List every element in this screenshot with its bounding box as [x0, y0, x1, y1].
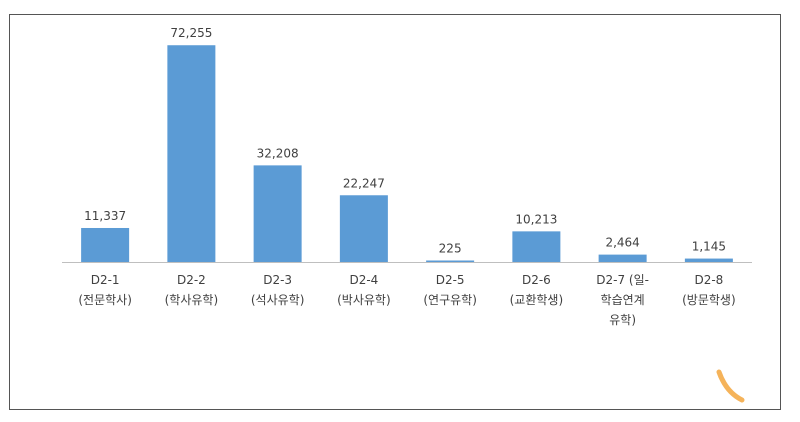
- category-label-4-line-2: (박사유학): [337, 293, 391, 307]
- data-label-8: 1,145: [692, 240, 726, 254]
- bar-5: [426, 260, 475, 262]
- category-label-2-line-1: D2-2: [177, 273, 206, 287]
- bar-8: [684, 258, 733, 262]
- bar-1: [81, 227, 130, 262]
- tick-labels-group: D2-1 (전문학사) D2-2 (학사유학) D2-3 (석사유학) D2-4 (박사유학)…: [78, 273, 735, 327]
- category-label-3-line-1: D2-3: [263, 273, 292, 287]
- data-label-4: 22,247: [343, 176, 385, 190]
- bar-4: [339, 195, 388, 262]
- category-label-5-line-1: D2-5: [436, 273, 465, 287]
- bar-2: [167, 45, 216, 262]
- category-label-2-line-2: (학사유학): [165, 293, 219, 307]
- category-label-8-line-2: (방문학생): [682, 293, 736, 307]
- data-label-3: 32,208: [257, 146, 299, 160]
- category-label-8-line-1: D2-8: [694, 273, 723, 287]
- category-label-7-line-2: 학습연계: [601, 293, 645, 307]
- data-label-1: 11,337: [84, 209, 126, 223]
- data-label-7: 2,464: [605, 236, 639, 250]
- corner-swoosh-decoration: [716, 369, 745, 403]
- category-label-3-line-2: (석사유학): [251, 293, 305, 307]
- category-label-7-line-1: D2-7 (일-: [596, 273, 649, 287]
- category-label-4-line-1: D2-4: [349, 273, 378, 287]
- data-labels-group: 11,337 72,255 32,208 22,247 225 10,213 2,464 1,…: [84, 26, 726, 255]
- category-label-1-line-2: (전문학사): [78, 293, 132, 307]
- category-label-6-line-1: D2-6: [522, 273, 551, 287]
- category-label-1-line-1: D2-1: [91, 273, 120, 287]
- category-label-7-line-3: 유학): [609, 313, 636, 327]
- bar-3: [253, 165, 302, 262]
- chart-frame: [9, 14, 781, 410]
- category-label-5-line-2: (연구유학): [423, 293, 477, 307]
- bars-group: [81, 45, 733, 262]
- data-label-6: 10,213: [515, 212, 557, 226]
- data-label-5: 225: [439, 242, 462, 256]
- decoration-group: [716, 369, 745, 403]
- data-label-2: 72,255: [170, 26, 212, 40]
- bar-6: [512, 231, 561, 262]
- bar-7: [598, 254, 647, 262]
- category-label-6-line-2: (교환학생): [510, 293, 564, 307]
